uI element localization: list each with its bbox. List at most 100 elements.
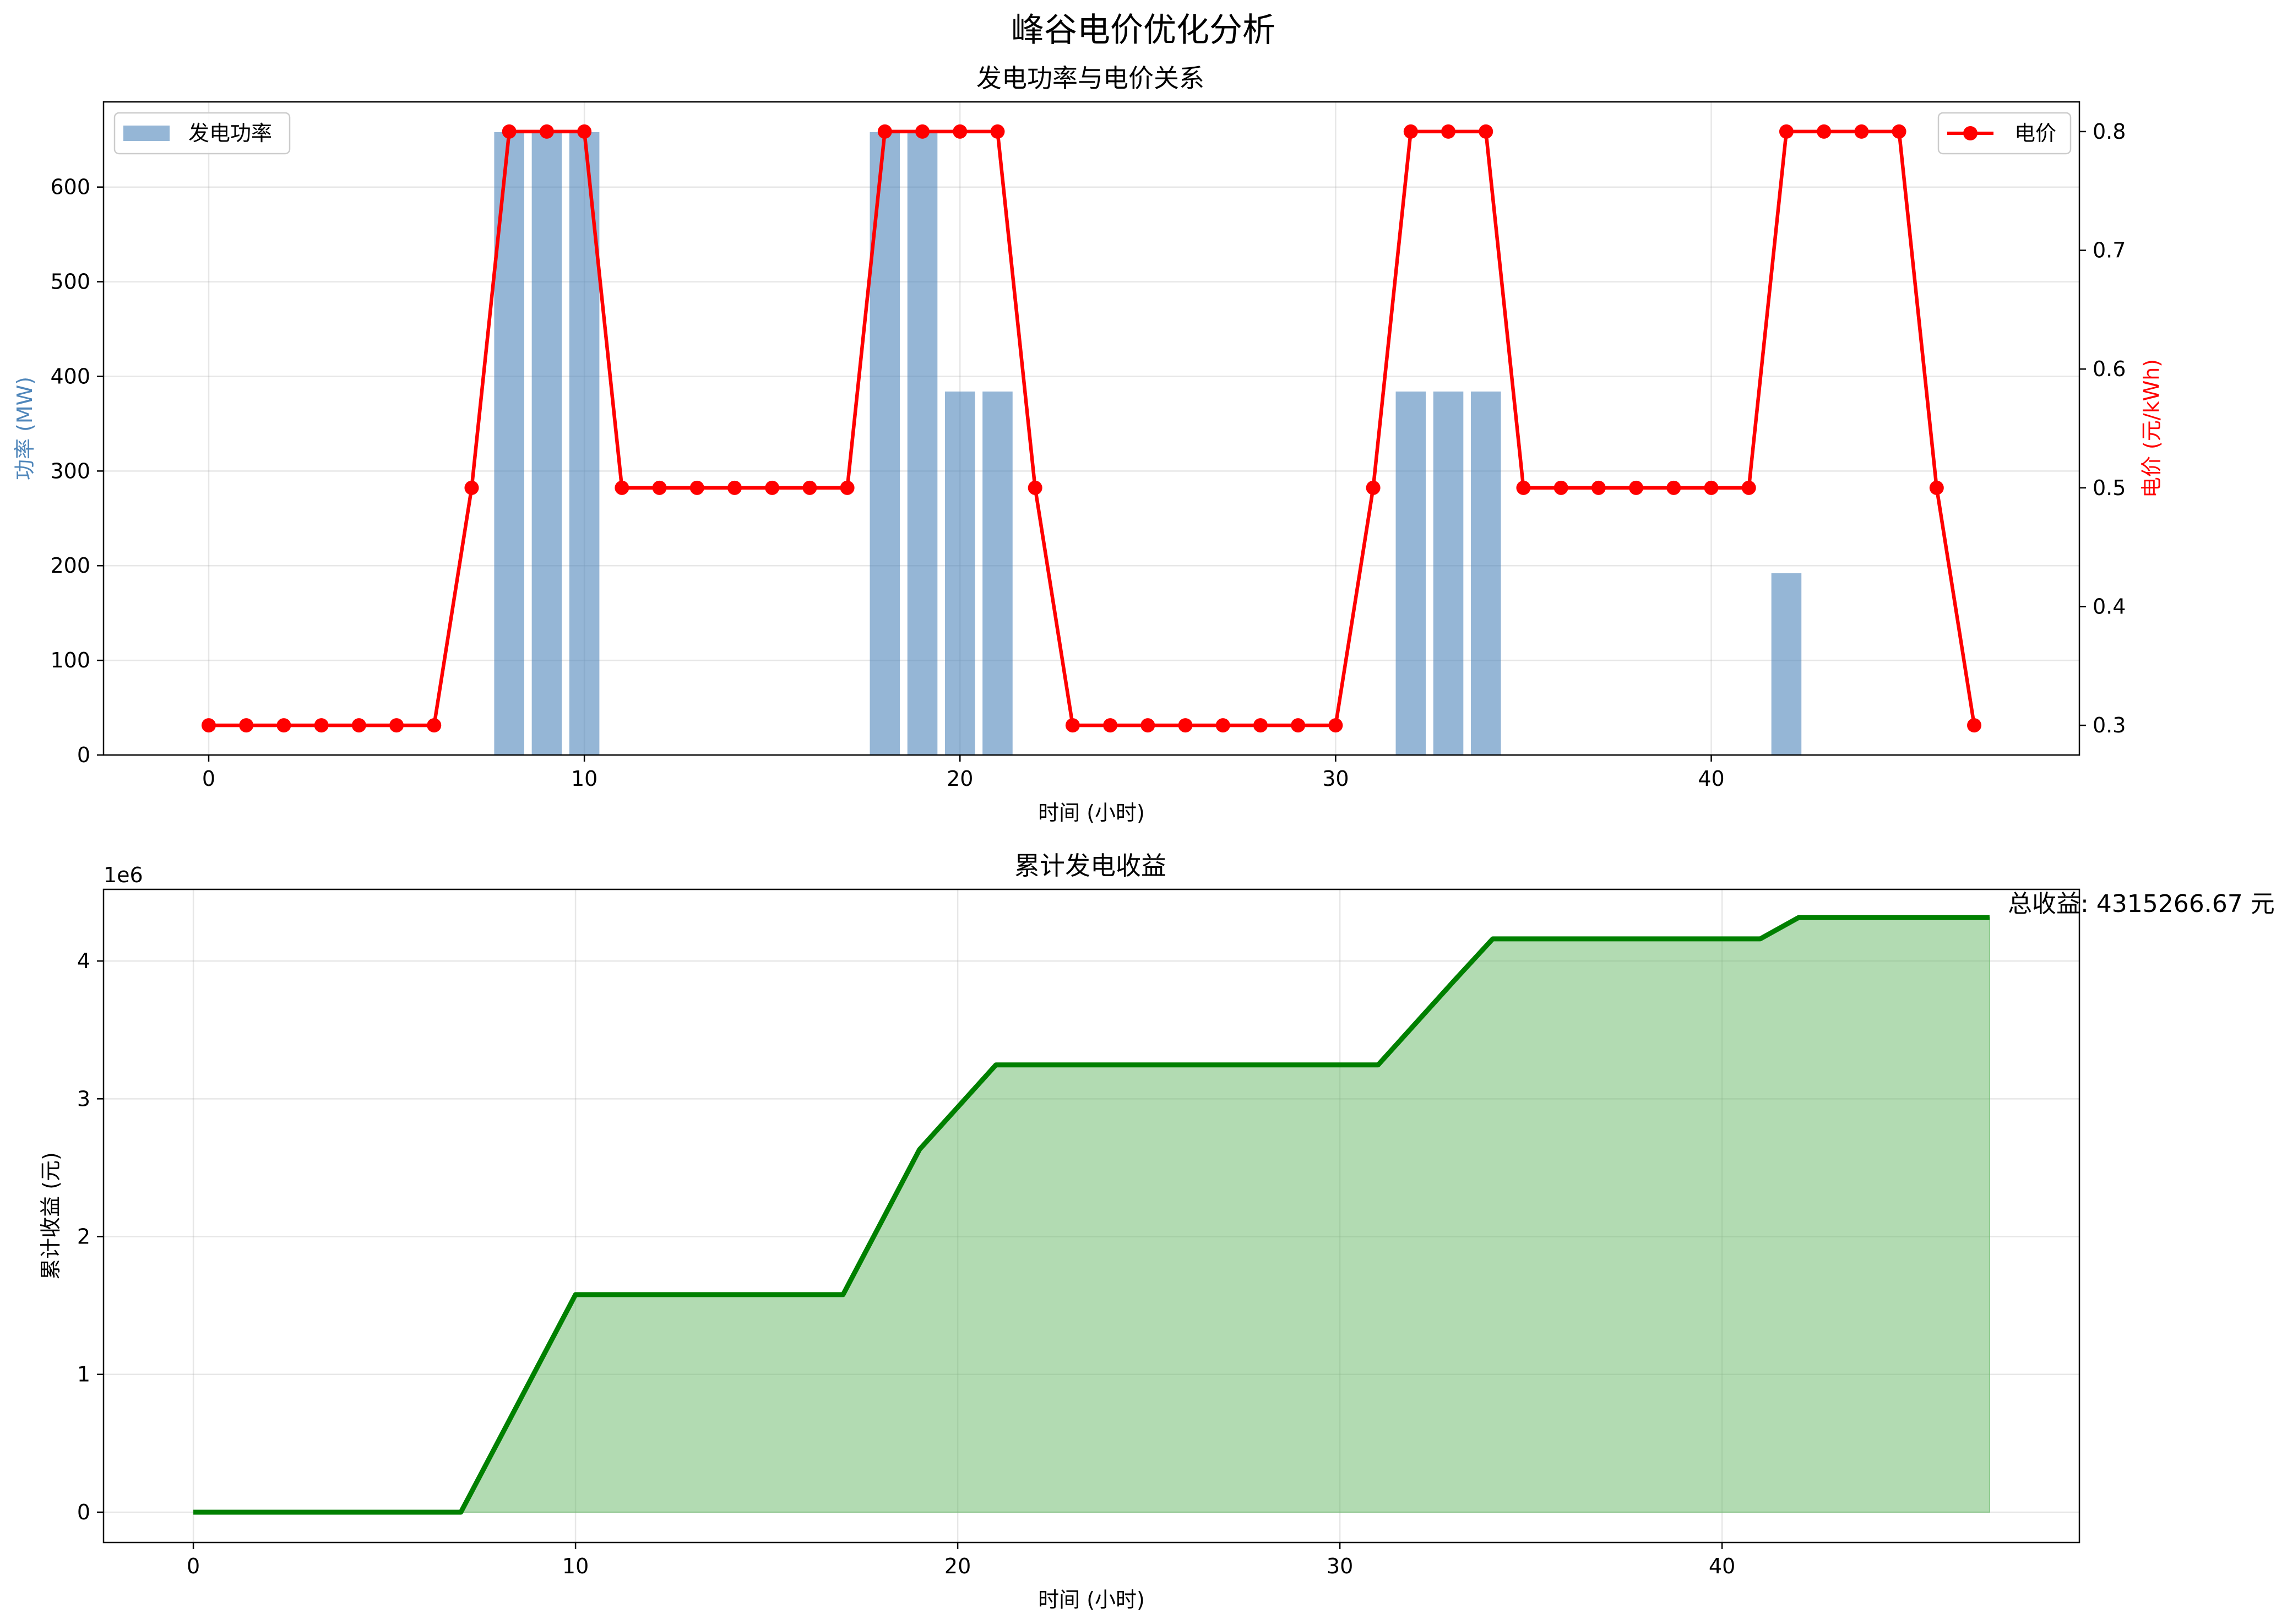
price-point <box>1666 480 1681 495</box>
price-legend: 电价 <box>1937 112 2072 155</box>
top-y2-tick-label: 0.5 <box>2093 476 2126 500</box>
top-y-tick-label: 300 <box>50 459 90 483</box>
price-point <box>351 718 366 733</box>
price-point <box>502 124 517 139</box>
bottom-plot-frame <box>102 888 2080 1544</box>
price-point <box>1741 480 1756 495</box>
price-point <box>1215 718 1230 733</box>
price-point <box>389 718 404 733</box>
price-point <box>1103 718 1118 733</box>
power-bar <box>531 132 562 755</box>
top-y2-tick-label: 0.3 <box>2093 713 2126 737</box>
bottom-x-tick-label: 20 <box>944 1554 971 1578</box>
price-point <box>314 718 329 733</box>
price-legend-label: 电价 <box>2014 121 2056 145</box>
top-y-tick-label: 0 <box>77 743 90 767</box>
price-point <box>652 480 667 495</box>
price-point <box>1065 718 1080 733</box>
price-point <box>1553 480 1568 495</box>
top-y2-tick-label: 0.6 <box>2093 357 2126 381</box>
price-point <box>1854 124 1869 139</box>
price-point <box>464 480 479 495</box>
cumulative-revenue-chart: 累计发电收益 0 10 20 30 40 0 1 2 3 4 1e6 时间 (小时) 累计收益 … <box>39 851 2275 1612</box>
bottom-y-tick-label: 3 <box>77 1087 90 1111</box>
price-point <box>1328 718 1343 733</box>
price-point <box>1253 718 1268 733</box>
power-bar <box>1395 391 1426 755</box>
power-legend-label: 发电功率 <box>188 121 272 145</box>
top-x-tick-label: 20 <box>947 767 973 791</box>
top-y-tick-label: 500 <box>50 270 90 294</box>
price-point <box>689 480 704 495</box>
price-point <box>1629 480 1644 495</box>
price-point <box>539 124 554 139</box>
power-legend-swatch <box>123 126 170 141</box>
price-point <box>1028 480 1042 495</box>
price-point <box>1291 718 1306 733</box>
bottom-y-ticks: 0 1 2 3 4 <box>77 949 104 1524</box>
price-point <box>1441 124 1456 139</box>
bottom-y-tick-label: 1 <box>77 1362 90 1387</box>
bottom-x-ticks: 0 10 20 30 40 <box>187 1542 1735 1578</box>
top-y-tick-label: 200 <box>50 553 90 578</box>
top-y-tick-label: 600 <box>50 175 90 199</box>
power-bars <box>494 132 1802 755</box>
price-point <box>577 124 592 139</box>
power-bar <box>1771 573 1802 755</box>
price-point <box>1178 718 1193 733</box>
bottom-x-tick-label: 30 <box>1327 1554 1353 1578</box>
price-point <box>427 718 442 733</box>
price-point <box>1479 124 1493 139</box>
price-point <box>953 124 968 139</box>
top-x-axis-label: 时间 (小时) <box>1038 801 1145 825</box>
bottom-x-tick-label: 0 <box>187 1554 200 1578</box>
top-x-tick-label: 0 <box>202 767 215 791</box>
top-chart-title: 发电功率与电价关系 <box>976 63 1204 93</box>
top-y-ticks: 0 100 200 300 400 500 600 <box>50 175 104 767</box>
bottom-y-tick-label: 4 <box>77 949 90 973</box>
price-point <box>1929 480 1944 495</box>
bottom-offset-label: 1e6 <box>104 863 143 887</box>
price-point <box>1817 124 1832 139</box>
price-point <box>1967 718 1982 733</box>
price-point <box>1591 480 1606 495</box>
top-x-tick-label: 30 <box>1322 767 1349 791</box>
price-point <box>1403 124 1418 139</box>
bottom-chart-title: 累计发电收益 <box>1014 851 1166 881</box>
price-point <box>765 480 780 495</box>
figure-title: 峰谷电价优化分析 <box>1011 11 1275 50</box>
revenue-area <box>193 915 1990 1515</box>
price-point <box>276 718 291 733</box>
top-x-tick-label: 40 <box>1698 767 1724 791</box>
price-point <box>840 480 855 495</box>
bottom-y-axis-label: 累计收益 (元) <box>39 1152 63 1280</box>
price-point <box>615 480 629 495</box>
top-y-axis-label: 功率 (MW) <box>13 377 37 480</box>
top-y2-axis-label: 电价 (元/kWh) <box>2139 359 2164 498</box>
bottom-x-tick-label: 40 <box>1709 1554 1735 1578</box>
price-point <box>877 124 892 139</box>
top-y2-tick-label: 0.4 <box>2093 594 2126 618</box>
price-point <box>1366 480 1381 495</box>
power-bar <box>944 391 975 755</box>
price-legend-marker <box>1963 126 1978 140</box>
power-bar <box>1470 391 1501 755</box>
price-point <box>802 480 817 495</box>
price-point <box>201 718 216 733</box>
revenue-line <box>193 915 1990 1515</box>
power-price-chart: 发电功率与电价关系 0 10 20 30 40 0100200300400500600 … <box>13 63 2164 825</box>
price-point <box>1779 124 1794 139</box>
price-point <box>1892 124 1906 139</box>
price-point <box>239 718 254 733</box>
total-revenue-annotation: 总收益: 4315266.67 元 <box>2008 890 2275 918</box>
power-legend: 发电功率 <box>113 112 291 155</box>
price-point <box>1704 480 1719 495</box>
power-bar <box>907 132 938 755</box>
power-bar <box>1433 391 1464 755</box>
bottom-y-tick-label: 0 <box>77 1500 90 1524</box>
top-x-ticks: 0 10 20 30 40 <box>202 755 1725 791</box>
price-point <box>1140 718 1155 733</box>
top-y2-tick-label: 0.7 <box>2093 238 2126 263</box>
power-bar <box>982 391 1013 755</box>
